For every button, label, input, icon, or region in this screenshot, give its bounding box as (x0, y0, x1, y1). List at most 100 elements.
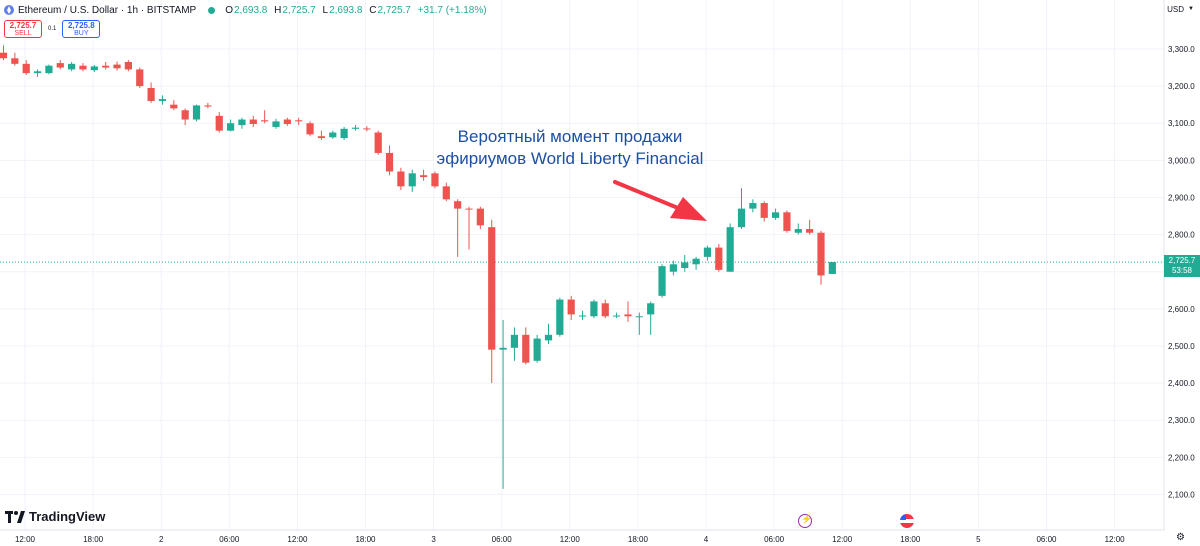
tradingview-logo-text: TradingView (29, 509, 106, 524)
candle (317, 130, 326, 140)
candle (601, 299, 609, 319)
x-tick-label: 5 (976, 535, 981, 544)
x-tick-label: 12:00 (560, 535, 581, 544)
bar-countdown: 53:58 (1171, 266, 1193, 275)
candle (703, 245, 712, 261)
candle-body (22, 63, 30, 74)
candle (692, 256, 700, 270)
candle-body (306, 123, 314, 135)
currency-selector[interactable]: USD (1167, 5, 1184, 14)
candle (817, 230, 825, 285)
candle (374, 130, 382, 155)
candle-body (90, 66, 98, 71)
candle (113, 61, 121, 71)
candle (56, 60, 64, 70)
candle-body (170, 104, 178, 109)
candle-body (590, 301, 598, 317)
candle (681, 255, 689, 272)
candle (510, 327, 519, 361)
tradingview-logo-icon (5, 510, 25, 523)
ethereum-icon (4, 5, 14, 15)
symbol-title[interactable]: Ethereum / U.S. Dollar · 1h · BITSTAMP (18, 4, 197, 16)
candle (90, 64, 98, 73)
candle (647, 301, 655, 335)
buy-button[interactable]: 2,725.8 BUY (62, 20, 101, 38)
x-tick-label: 06:00 (764, 535, 785, 544)
x-tick-label: 2 (159, 535, 164, 544)
candle (283, 117, 291, 126)
candle-body (68, 63, 76, 70)
time-axis[interactable]: 12:00 18:00 2 06:00 12:00 18:00 3 06:00 12:00 18:… (15, 535, 1125, 544)
gear-icon[interactable]: ⚙ (1176, 532, 1185, 543)
candle (771, 208, 780, 220)
last-price-tag: 2,725.7 53:58 (1164, 255, 1200, 277)
candle-body (715, 247, 723, 270)
candle-body (363, 128, 371, 130)
candle-body (783, 212, 791, 231)
y-tick-label: 2,500.0 (1168, 342, 1195, 351)
candle-body (749, 203, 757, 209)
candle-body (533, 338, 541, 361)
candle-body (703, 247, 712, 257)
candle (215, 112, 223, 133)
candle (794, 223, 802, 235)
candle (544, 323, 553, 345)
candle (431, 171, 439, 189)
candle-body (79, 65, 87, 70)
candle (272, 118, 280, 129)
y-tick-label: 2,800.0 (1168, 231, 1195, 240)
candle-body (192, 105, 201, 120)
chart-grid (0, 0, 1164, 530)
sell-button[interactable]: 2,725.7 SELL (4, 20, 42, 38)
y-tick-label: 2,300.0 (1168, 416, 1195, 425)
us-flag-event-icon[interactable] (900, 514, 914, 528)
candle (158, 95, 167, 105)
x-tick-label: 06:00 (219, 535, 240, 544)
change-value: +31.7 (+1.18%) (417, 4, 487, 16)
x-tick-label: 18:00 (900, 535, 921, 544)
candle (295, 117, 303, 126)
close-label: C (369, 4, 377, 16)
candle-body (476, 208, 484, 226)
chevron-down-icon[interactable]: ▼ (1188, 6, 1194, 12)
candle-body (522, 334, 530, 363)
candle (102, 61, 110, 70)
candle-body (385, 152, 394, 172)
tradingview-logo[interactable]: TradingView (5, 509, 105, 524)
annotation-text: Вероятный момент продажи эфириумов World… (405, 126, 735, 170)
x-tick-label: 12:00 (287, 535, 308, 544)
annotation-arrow (613, 180, 707, 221)
x-tick-label: 12:00 (1105, 535, 1126, 544)
candle-body (771, 212, 780, 218)
candle (204, 102, 212, 109)
candle-body (828, 262, 836, 274)
candle-body (488, 227, 496, 350)
y-tick-label: 2,100.0 (1168, 490, 1195, 499)
sell-label: SELL (14, 30, 32, 37)
candle-body (45, 65, 53, 74)
candle (419, 169, 428, 181)
y-tick-label: 3,200.0 (1168, 82, 1195, 91)
candle (828, 262, 836, 274)
candle-body (442, 186, 450, 200)
x-tick-label: 06:00 (1036, 535, 1057, 544)
ohlc-values: O2,693.8 H2,725.7 L2,693.8 C2,725.7 +31.… (225, 5, 490, 16)
market-status-icon (208, 6, 216, 14)
candle (726, 223, 734, 272)
candle-body (261, 120, 269, 122)
earnings-event-icon[interactable] (798, 514, 812, 528)
candle (33, 69, 42, 77)
candle-body (147, 87, 155, 101)
candle (533, 334, 541, 363)
candle-body (397, 171, 405, 187)
candle (624, 301, 632, 322)
open-label: O (225, 4, 233, 16)
candle-body (567, 299, 575, 315)
y-tick-label: 3,100.0 (1168, 119, 1195, 128)
candle (669, 260, 677, 276)
low-value: 2,693.8 (329, 4, 363, 16)
candle-body (454, 201, 462, 209)
candle-body (204, 105, 212, 107)
candles (0, 45, 836, 489)
